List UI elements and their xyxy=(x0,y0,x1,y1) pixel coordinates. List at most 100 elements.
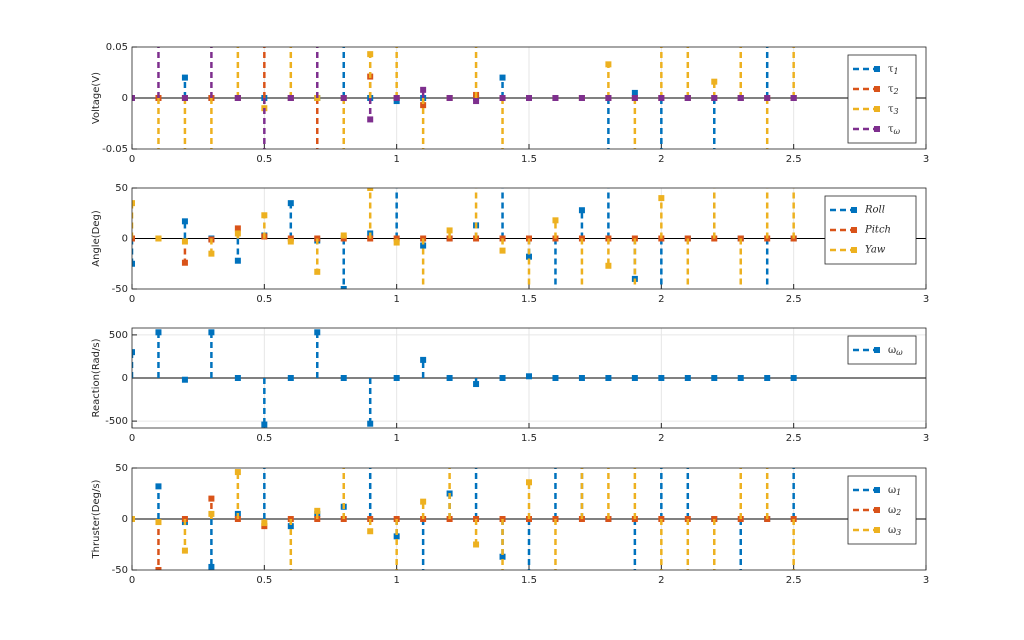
stem-marker xyxy=(314,268,321,275)
stem-marker xyxy=(499,95,506,101)
stem-marker xyxy=(234,375,241,381)
stem-marker xyxy=(473,135,479,141)
stem-marker xyxy=(420,498,427,505)
legend-box xyxy=(847,475,917,545)
stem-marker xyxy=(552,217,559,224)
stem-marker xyxy=(684,375,691,381)
y-tick-label: 0.05 xyxy=(106,42,128,53)
legend-marker xyxy=(874,126,880,132)
stem-marker xyxy=(341,414,347,420)
stem-marker xyxy=(261,421,268,428)
stem-marker xyxy=(658,195,665,202)
stem-marker xyxy=(340,375,347,381)
x-tick-label: 2.5 xyxy=(786,294,802,305)
y-tick-label: -0.05 xyxy=(102,144,128,155)
x-tick-label: 0 xyxy=(129,294,135,305)
x-tick-label: 0.5 xyxy=(256,575,272,586)
stem-marker xyxy=(132,516,135,522)
stem-marker xyxy=(632,197,638,203)
stem-marker xyxy=(791,618,797,624)
stem-marker xyxy=(605,375,612,381)
y-axis-label: Thruster(Deg/s) xyxy=(91,479,102,559)
stem-marker xyxy=(737,375,744,381)
x-tick-label: 1.5 xyxy=(521,154,537,165)
stem-marker xyxy=(208,197,214,203)
stem-marker xyxy=(711,375,718,381)
stem-marker xyxy=(738,337,744,343)
stem-marker xyxy=(578,375,585,381)
stem-marker xyxy=(420,242,427,249)
stem-marker xyxy=(132,95,135,101)
stem-marker xyxy=(393,533,400,540)
stem-marker xyxy=(632,414,638,420)
x-tick-label: 3 xyxy=(923,154,929,165)
x-tick-label: 2 xyxy=(658,154,664,165)
stem-marker xyxy=(764,95,771,101)
stem-marker xyxy=(367,420,374,427)
legend-marker xyxy=(851,207,857,213)
stem-marker xyxy=(181,376,188,383)
legend-label: ω3 xyxy=(888,525,901,538)
y-tick-label: 0 xyxy=(122,514,128,525)
x-tick-label: 0.5 xyxy=(256,294,272,305)
stem-marker xyxy=(447,414,453,420)
x-tick-label: 2.5 xyxy=(786,575,802,586)
stem-marker xyxy=(764,414,770,420)
stem-marker xyxy=(181,95,188,101)
x-tick-label: 1.5 xyxy=(521,575,537,586)
x-tick-label: 0 xyxy=(129,433,135,444)
stem-marker xyxy=(579,414,585,420)
stem-marker xyxy=(631,375,638,381)
x-tick-label: 2 xyxy=(658,294,664,305)
legend-marker xyxy=(874,487,880,493)
axes-box xyxy=(131,187,927,290)
legend: τ1 τ2 τ3 τω xyxy=(847,54,917,144)
axes-box xyxy=(131,46,927,150)
stem-marker xyxy=(155,483,162,490)
legend-marker xyxy=(851,227,857,233)
stem-marker xyxy=(181,218,188,225)
stem-marker xyxy=(234,469,241,476)
y-axis-label: Voltage(V) xyxy=(91,72,102,124)
stem-marker xyxy=(552,95,559,101)
x-tick-label: 0 xyxy=(129,154,135,165)
stem-marker xyxy=(499,553,506,560)
stem-marker xyxy=(182,197,188,203)
legend-marker xyxy=(874,66,880,72)
x-tick-label: 2 xyxy=(658,433,664,444)
y-tick-label: 500 xyxy=(109,330,128,341)
legend-label: Pitch xyxy=(864,225,891,236)
stem-marker xyxy=(393,375,400,381)
legend-marker xyxy=(851,247,857,253)
stem-marker xyxy=(578,207,585,214)
stem-marker xyxy=(658,95,665,101)
stem-marker xyxy=(314,507,321,514)
stem-marker xyxy=(181,259,188,266)
stem-marker xyxy=(261,523,268,530)
stem-marker xyxy=(711,78,718,85)
stem-marker xyxy=(234,225,241,232)
x-tick-label: 1 xyxy=(393,294,399,305)
x-tick-label: 0 xyxy=(129,575,135,586)
stem-marker xyxy=(288,618,294,624)
stem-marker xyxy=(367,528,374,535)
stem-marker xyxy=(552,414,558,420)
stem-marker xyxy=(420,197,426,203)
stem-marker xyxy=(234,230,241,237)
stem-marker xyxy=(579,414,585,420)
stem-marker xyxy=(446,375,453,381)
stem-marker xyxy=(632,337,638,343)
stem-marker xyxy=(340,286,347,289)
stem-marker xyxy=(473,414,479,420)
stem-marker xyxy=(155,567,162,570)
legend-label: τ2 xyxy=(888,84,899,97)
x-tick-label: 2.5 xyxy=(786,154,802,165)
x-tick-label: 1 xyxy=(393,154,399,165)
legend-marker xyxy=(874,527,880,533)
stem-marker xyxy=(261,212,268,219)
x-tick-label: 2.5 xyxy=(786,433,802,444)
x-tick-label: 3 xyxy=(923,433,929,444)
stem-marker xyxy=(340,232,347,239)
